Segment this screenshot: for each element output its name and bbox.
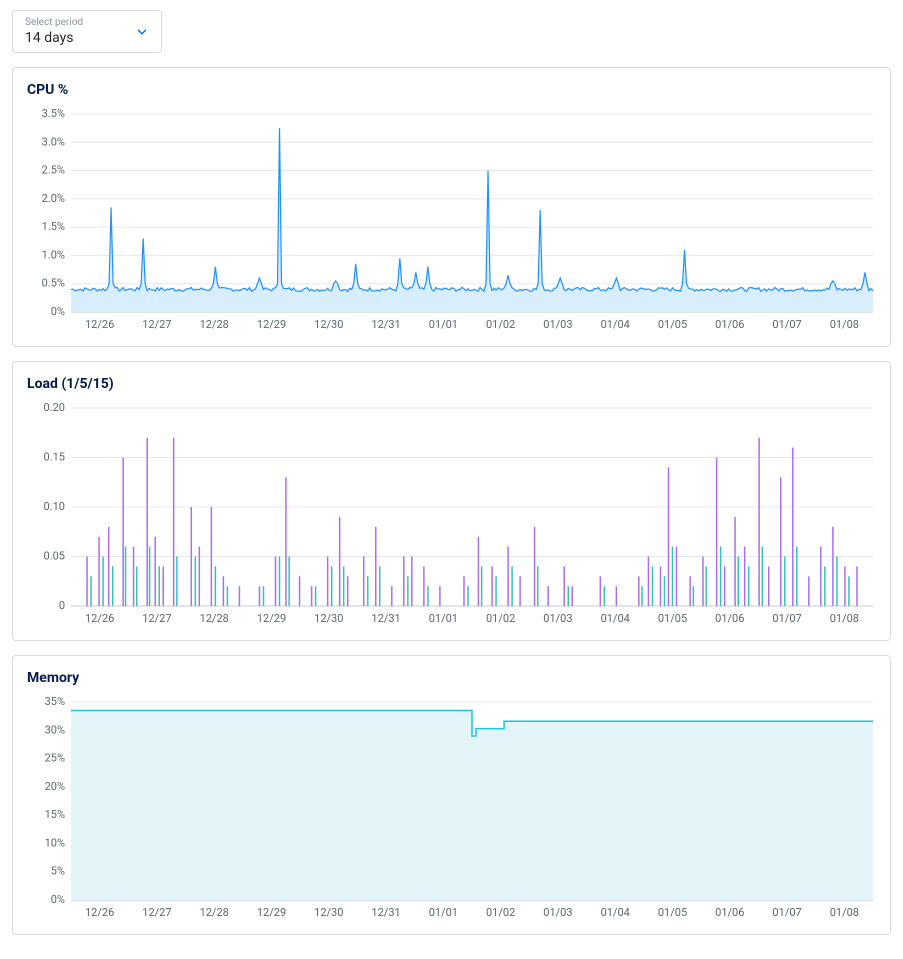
svg-text:0: 0 xyxy=(59,599,65,612)
svg-text:12/28: 12/28 xyxy=(200,612,229,625)
memory-chart: 0% 5% 10% 15% 20% 25% 30% 35% 12/26 12/27 12/28 12/… xyxy=(27,696,876,926)
svg-text:01/01: 01/01 xyxy=(429,906,458,919)
svg-text:01/02: 01/02 xyxy=(486,906,515,919)
svg-text:01/01: 01/01 xyxy=(429,612,458,625)
svg-text:01/06: 01/06 xyxy=(715,612,744,625)
svg-text:12/31: 12/31 xyxy=(371,612,400,625)
svg-text:12/31: 12/31 xyxy=(371,906,400,919)
svg-text:35%: 35% xyxy=(45,696,65,708)
svg-text:01/03: 01/03 xyxy=(543,612,572,625)
svg-text:1.0%: 1.0% xyxy=(42,248,65,261)
svg-text:12/26: 12/26 xyxy=(85,612,114,625)
svg-text:3.0%: 3.0% xyxy=(42,135,65,148)
svg-text:12/29: 12/29 xyxy=(257,612,286,625)
svg-text:12/31: 12/31 xyxy=(371,318,400,331)
svg-text:01/06: 01/06 xyxy=(715,906,744,919)
svg-text:12/29: 12/29 xyxy=(257,318,286,331)
svg-text:01/05: 01/05 xyxy=(658,906,687,919)
svg-text:12/27: 12/27 xyxy=(142,318,171,331)
svg-text:20%: 20% xyxy=(45,780,65,793)
memory-chart-card: Memory 0% 5% 10% 15% 20% 25% 30% 35% 12/26 12/27 1… xyxy=(12,655,891,935)
svg-text:0.05: 0.05 xyxy=(44,550,65,563)
svg-text:01/04: 01/04 xyxy=(601,906,630,919)
svg-text:15%: 15% xyxy=(45,808,65,821)
svg-text:12/26: 12/26 xyxy=(85,906,114,919)
period-selector-label: Select period xyxy=(25,17,149,28)
svg-text:1.5%: 1.5% xyxy=(42,220,65,233)
svg-text:01/08: 01/08 xyxy=(830,318,859,331)
cpu-chart-title: CPU % xyxy=(27,82,876,98)
svg-text:0.5%: 0.5% xyxy=(42,277,65,290)
svg-text:30%: 30% xyxy=(45,723,65,736)
svg-text:01/04: 01/04 xyxy=(601,612,630,625)
svg-text:12/30: 12/30 xyxy=(314,612,343,625)
svg-text:01/03: 01/03 xyxy=(543,318,572,331)
svg-text:25%: 25% xyxy=(45,752,65,765)
svg-text:01/07: 01/07 xyxy=(772,318,801,331)
svg-text:2.0%: 2.0% xyxy=(42,192,65,205)
memory-chart-title: Memory xyxy=(27,670,876,686)
svg-text:01/04: 01/04 xyxy=(601,318,630,331)
load-chart-title: Load (1/5/15) xyxy=(27,376,876,392)
svg-text:01/08: 01/08 xyxy=(830,612,859,625)
period-selector-value: 14 days xyxy=(25,30,149,46)
period-selector[interactable]: Select period 14 days xyxy=(12,10,162,53)
load-chart: 0 0.05 0.10 0.15 0.20 12/26 12/27 12/28 12/29 12/… xyxy=(27,402,876,632)
svg-text:12/28: 12/28 xyxy=(200,318,229,331)
svg-text:10%: 10% xyxy=(45,836,65,849)
svg-text:01/07: 01/07 xyxy=(772,906,801,919)
svg-text:3.5%: 3.5% xyxy=(42,108,65,120)
svg-text:12/30: 12/30 xyxy=(314,906,343,919)
svg-text:0.15: 0.15 xyxy=(44,451,65,464)
svg-text:01/08: 01/08 xyxy=(830,906,859,919)
svg-text:12/27: 12/27 xyxy=(142,906,171,919)
svg-text:12/26: 12/26 xyxy=(85,318,114,331)
svg-text:12/28: 12/28 xyxy=(200,906,229,919)
svg-text:0%: 0% xyxy=(51,305,65,318)
svg-text:12/30: 12/30 xyxy=(314,318,343,331)
svg-text:01/03: 01/03 xyxy=(543,906,572,919)
svg-text:12/27: 12/27 xyxy=(142,612,171,625)
cpu-chart-card: CPU % 0% 0.5% 1.0% 1.5% 2.0% 2.5% 3.0% 3.5% 12/2… xyxy=(12,67,891,347)
svg-text:01/02: 01/02 xyxy=(486,612,515,625)
svg-text:01/05: 01/05 xyxy=(658,318,687,331)
svg-text:2.5%: 2.5% xyxy=(42,164,65,177)
svg-text:0%: 0% xyxy=(51,893,65,906)
svg-text:0.10: 0.10 xyxy=(44,500,65,513)
cpu-chart: 0% 0.5% 1.0% 1.5% 2.0% 2.5% 3.0% 3.5% 12/26 12/27… xyxy=(27,108,876,338)
load-chart-card: Load (1/5/15) 0 0.05 0.10 0.15 0.20 12/26 12/2… xyxy=(12,361,891,641)
svg-text:0.20: 0.20 xyxy=(44,402,65,414)
svg-text:01/05: 01/05 xyxy=(658,612,687,625)
chevron-down-icon xyxy=(135,25,149,39)
svg-text:01/06: 01/06 xyxy=(715,318,744,331)
svg-text:01/01: 01/01 xyxy=(429,318,458,331)
svg-text:12/29: 12/29 xyxy=(257,906,286,919)
svg-text:01/07: 01/07 xyxy=(772,612,801,625)
svg-text:01/02: 01/02 xyxy=(486,318,515,331)
svg-text:5%: 5% xyxy=(51,865,65,878)
